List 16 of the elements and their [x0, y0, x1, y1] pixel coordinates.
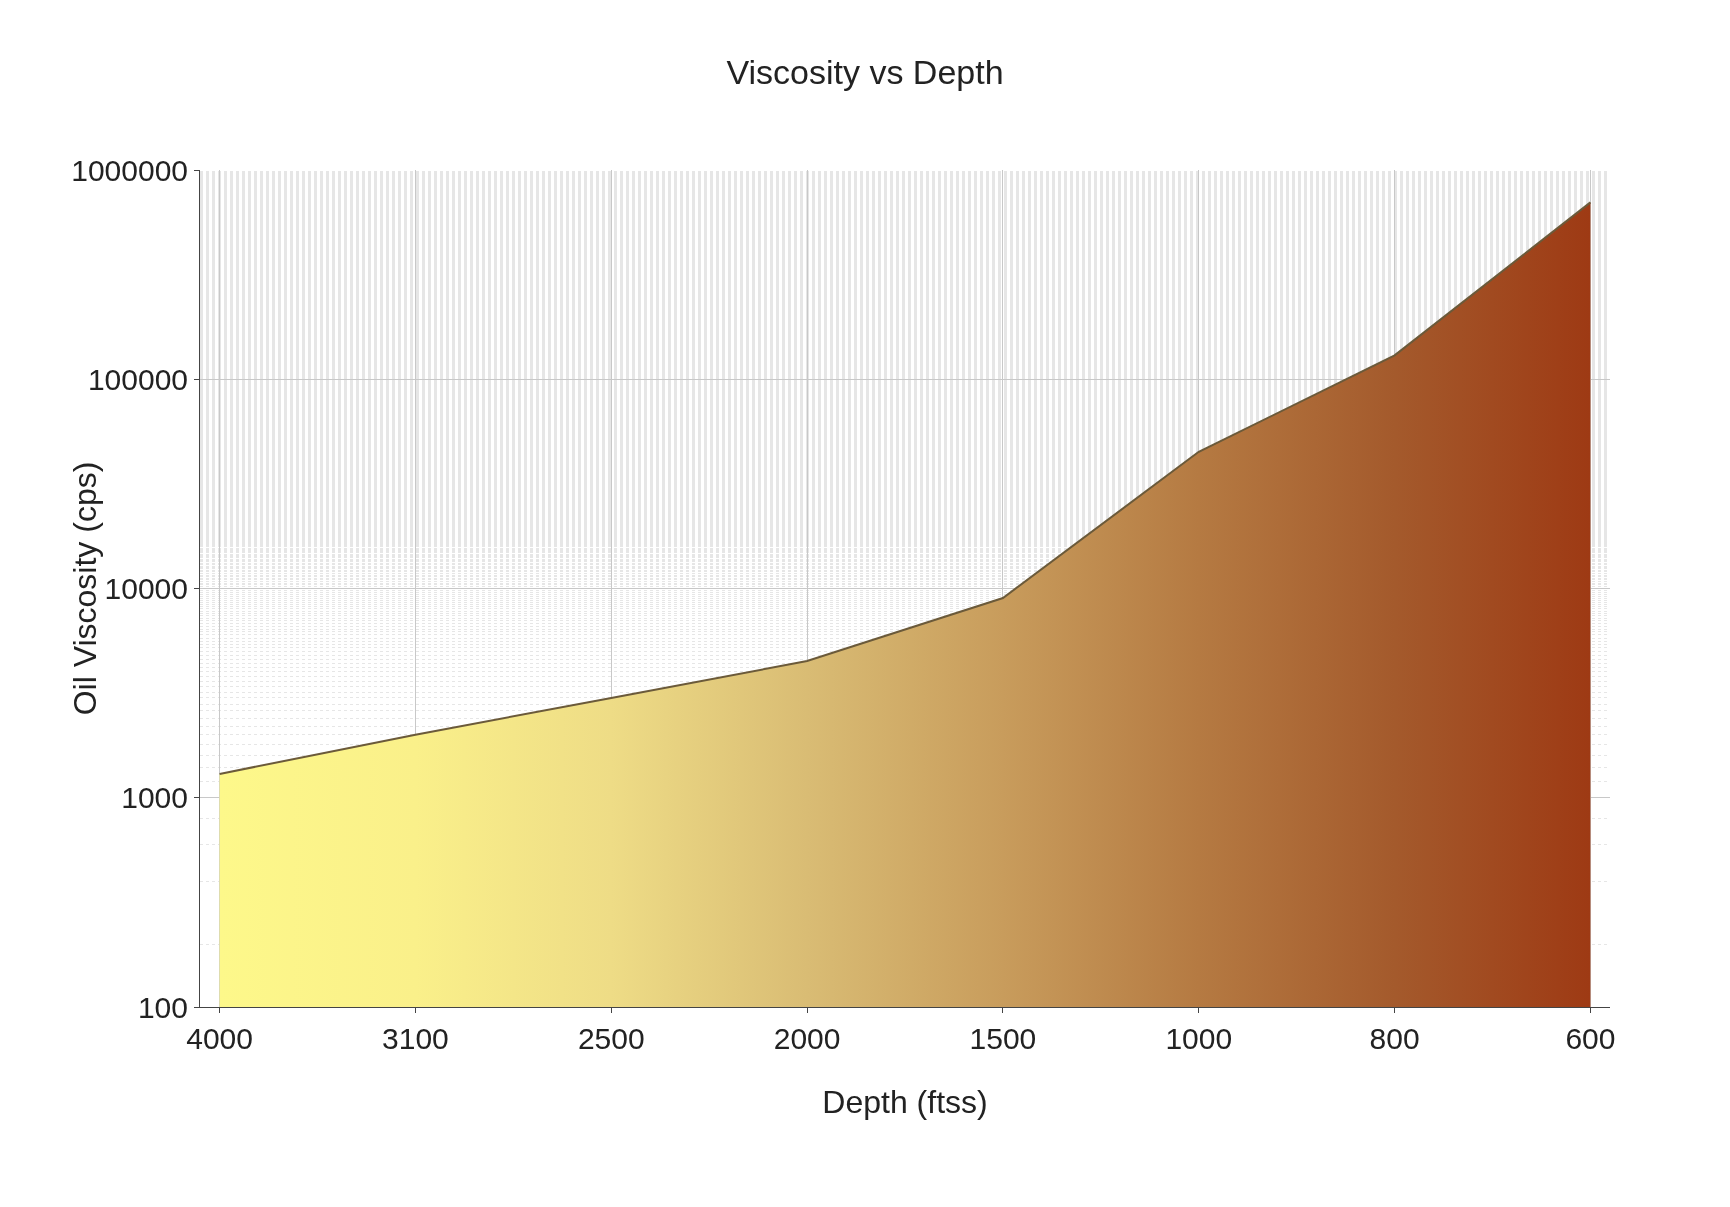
- x-tick-label: 2000: [773, 1022, 841, 1055]
- x-tick-label: 1500: [969, 1022, 1037, 1055]
- y-axis-title: Oil Viscosity (cps): [66, 461, 103, 716]
- y-tick-label: 100000: [87, 362, 188, 396]
- x-tick-label: 2500: [577, 1022, 645, 1055]
- y-tick-label: 10000: [104, 572, 188, 605]
- x-tick-label: 800: [1369, 1022, 1420, 1055]
- x-tick-label: 600: [1565, 1022, 1616, 1055]
- x-tick-label: 1000: [1165, 1022, 1233, 1055]
- y-tick-label: 1000000: [71, 153, 188, 187]
- x-tick-label: 4000: [186, 1022, 253, 1055]
- x-axis-title: Depth (ftss): [822, 1084, 988, 1120]
- y-tick-label: 1000: [121, 781, 188, 815]
- y-tick-label: 100: [137, 990, 188, 1024]
- x-tick-label: 3100: [382, 1022, 449, 1055]
- chart-title: Viscosity vs Depth: [726, 53, 1004, 92]
